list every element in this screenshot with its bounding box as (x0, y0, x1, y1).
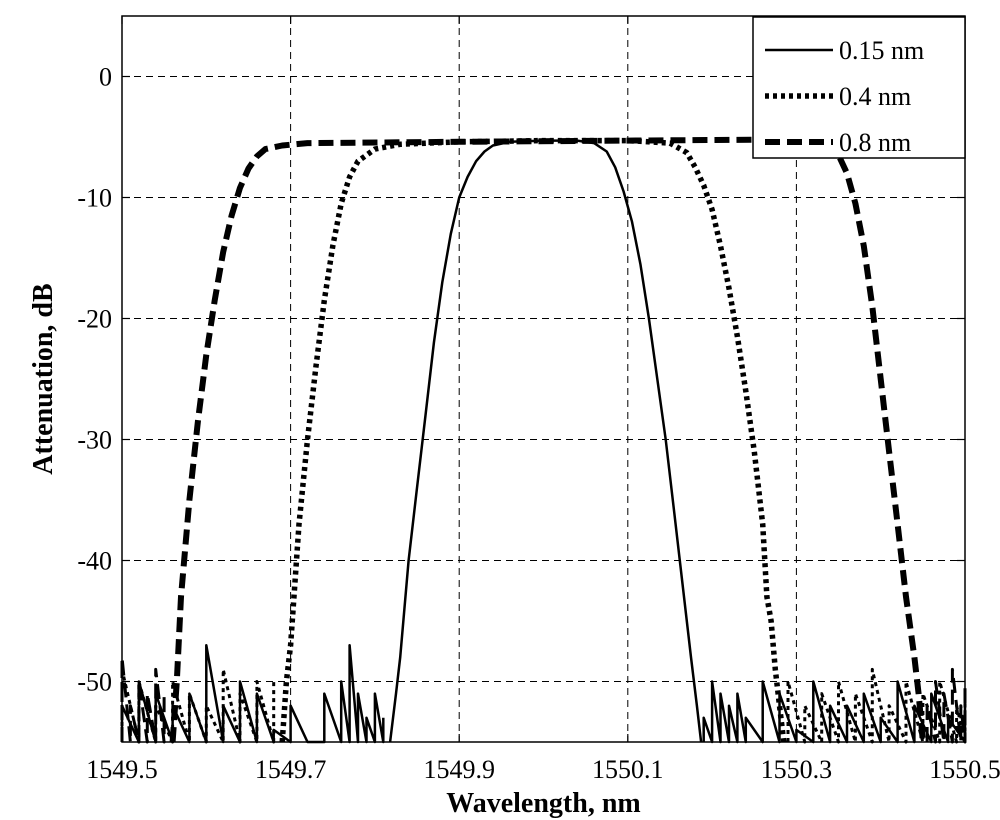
dashed-series-noise-left (120, 655, 166, 744)
plot-frame (121, 15, 966, 743)
x-tick-label: 1549.5 (86, 755, 158, 784)
y-tick-label: -50 (77, 668, 112, 697)
dotted-series (120, 137, 967, 744)
y-tick-label: -10 (77, 184, 112, 213)
y-tick-label: -20 (77, 305, 112, 334)
series-lines (120, 136, 967, 744)
x-axis-title: Wavelength, nm (446, 788, 640, 819)
y-tick-label: -30 (77, 426, 112, 455)
legend-label: 0.4 nm (839, 82, 911, 111)
legend: 0.15 nm 0.4 nm 0.8 nm (752, 16, 966, 159)
dashed-series-noise-right (925, 667, 967, 744)
axis-ticks: 1549.5 1549.7 1549.9 1550.1 1550.3 1550.5 0 -10… (77, 16, 1000, 784)
solid-series-noise-right (702, 680, 967, 744)
x-tick-label: 1549.9 (423, 755, 495, 784)
legend-label: 0.15 nm (839, 36, 924, 65)
y-tick-label: -40 (77, 547, 112, 576)
x-tick-label: 1550.5 (929, 755, 1000, 784)
solid-series-curve (388, 139, 703, 743)
legend-box (752, 16, 966, 159)
x-tick-label: 1550.1 (592, 755, 664, 784)
solid-series (120, 139, 967, 744)
x-tick-label: 1550.3 (761, 755, 833, 784)
y-tick-label: 0 (99, 63, 112, 92)
legend-label: 0.8 nm (839, 128, 911, 157)
dotted-series-curve (279, 137, 787, 743)
solid-series-noise-left (120, 643, 385, 744)
dashed-series (120, 136, 967, 744)
y-axis-title: Attenuation, dB (28, 283, 59, 474)
x-tick-label: 1549.7 (255, 755, 327, 784)
dashed-series-curve (169, 136, 926, 743)
dotted-series-noise-right (786, 667, 967, 744)
